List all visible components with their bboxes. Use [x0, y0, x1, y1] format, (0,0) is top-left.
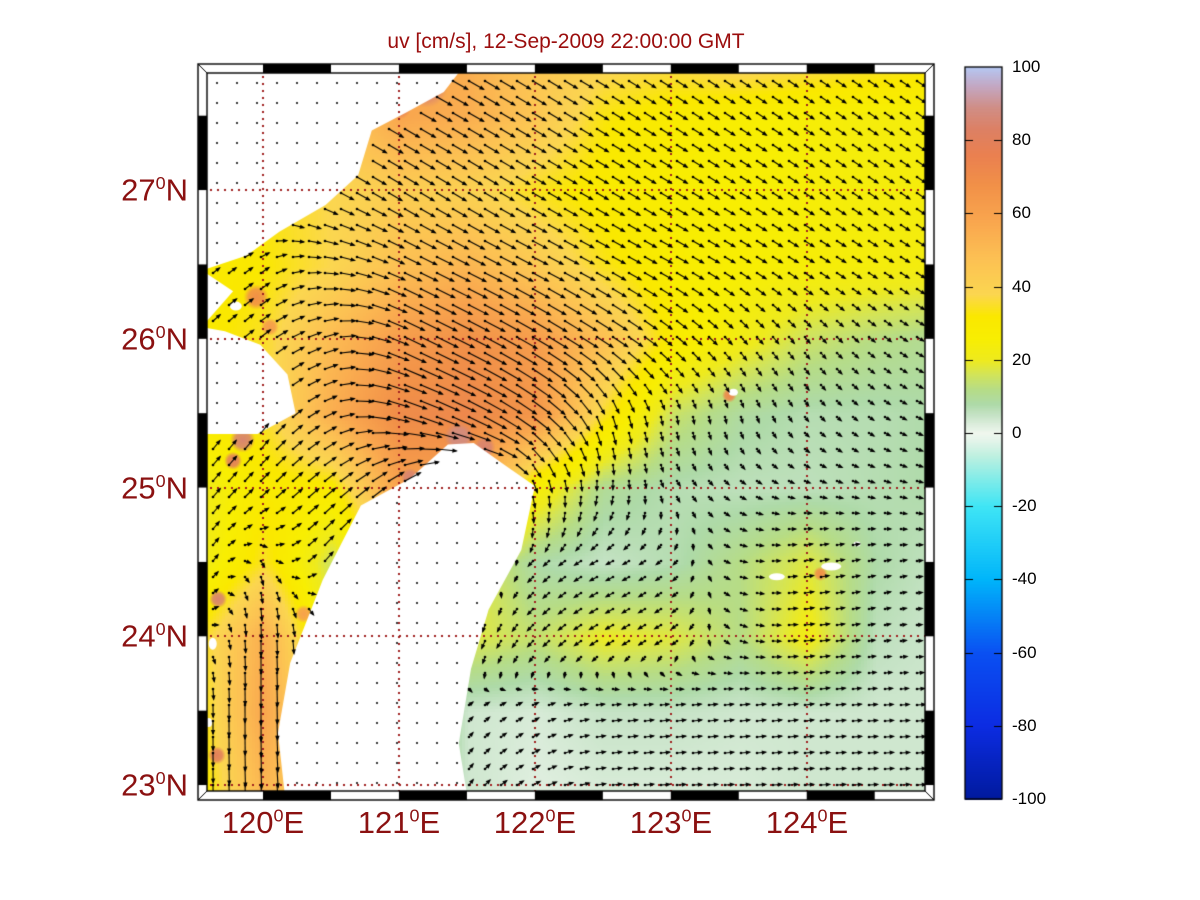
colorbar-tick-label: -80 [1012, 716, 1037, 735]
x-tick-label: 1240E [765, 805, 849, 840]
x-tick-label: 1230E [629, 805, 713, 840]
y-tick-label: 260N [121, 321, 188, 357]
colorbar-tick-label: 80 [1012, 130, 1031, 149]
colorbar-tick-label: -40 [1012, 569, 1037, 588]
colorbar-tick-label: 20 [1012, 350, 1031, 369]
figure-title: uv [cm/s], 12-Sep-2009 22:00:00 GMT [387, 30, 745, 53]
colorbar-tick-label: 60 [1012, 203, 1031, 222]
x-tick-label: 1210E [357, 805, 441, 840]
y-tick-label: 240N [121, 618, 188, 654]
y-tick-label: 230N [121, 767, 188, 803]
y-tick-label: 250N [121, 470, 188, 506]
colorbar-tick-label: -20 [1012, 496, 1037, 515]
y-tick-label: 270N [121, 172, 188, 208]
colorbar-tick-label: 0 [1012, 423, 1022, 442]
colorbar-tick-label: -60 [1012, 643, 1037, 662]
colorbar-tick-label: -100 [1012, 789, 1047, 808]
x-tick-label: 1200E [221, 805, 305, 840]
colorbar-tick-label: 100 [1012, 57, 1041, 76]
x-tick-label: 1220E [493, 805, 577, 840]
colorbar-tick-label: 40 [1012, 277, 1031, 296]
